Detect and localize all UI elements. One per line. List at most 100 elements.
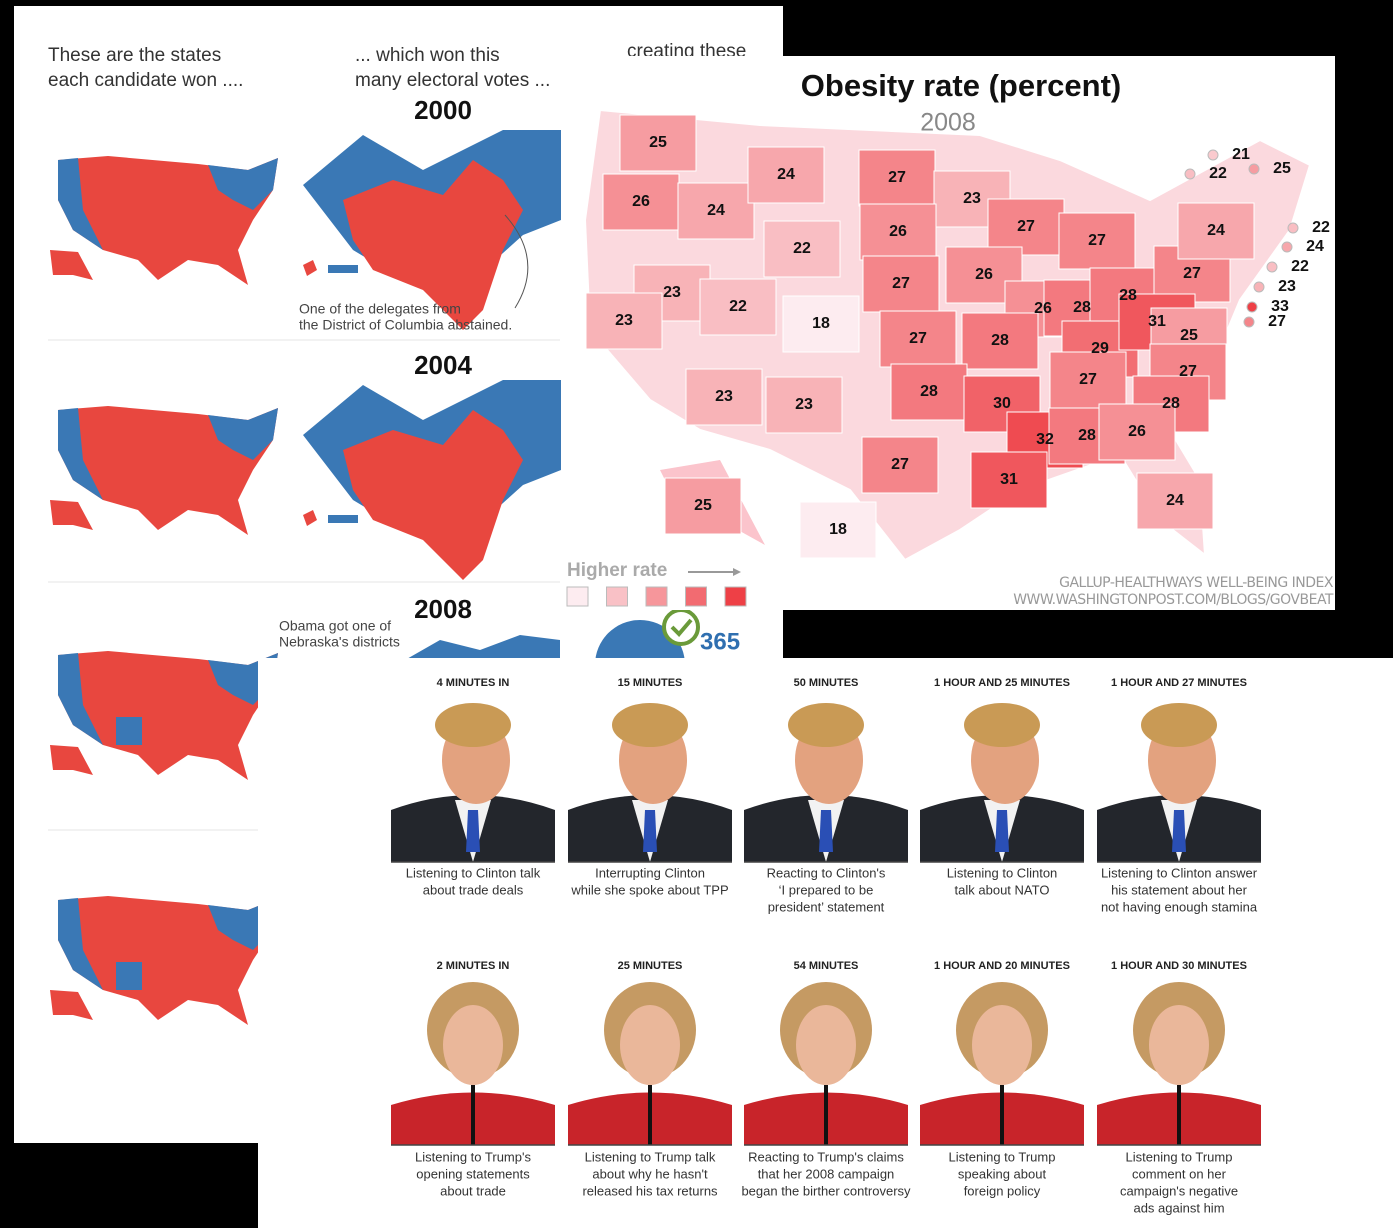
caption: Listening to Clinton talk bbox=[406, 865, 541, 880]
hair bbox=[612, 703, 688, 747]
state-value: 24 bbox=[777, 166, 795, 183]
face bbox=[620, 1005, 680, 1085]
caption: while she spoke about TPP bbox=[570, 882, 728, 897]
state-value: 22 bbox=[729, 298, 747, 315]
state-value: 28 bbox=[1162, 395, 1180, 412]
southwest bbox=[116, 962, 142, 990]
state-dot bbox=[1254, 282, 1264, 292]
check-badge bbox=[664, 610, 698, 644]
obama-votes: 365 bbox=[700, 628, 740, 655]
year-heading: 2004 bbox=[414, 350, 472, 380]
state-value: 23 bbox=[715, 388, 733, 405]
column-header: ... which won this bbox=[355, 45, 500, 66]
caption: Listening to Trump talk bbox=[585, 1149, 716, 1164]
time-label: 1 HOUR AND 25 MINUTES bbox=[934, 677, 1070, 689]
caption: that her 2008 campaign bbox=[758, 1166, 895, 1181]
state-value: 21 bbox=[1232, 146, 1250, 163]
state-value: 25 bbox=[649, 134, 667, 151]
caption: Reacting to Clinton's bbox=[767, 865, 886, 880]
state-value: 23 bbox=[663, 284, 681, 301]
column-header: These are the states bbox=[48, 45, 221, 66]
state-value: 22 bbox=[793, 240, 811, 257]
state-value: 25 bbox=[694, 497, 712, 514]
time-label: 54 MINUTES bbox=[794, 960, 859, 972]
caption: began the birther controversy bbox=[741, 1183, 911, 1198]
tie bbox=[643, 810, 657, 852]
state-dot bbox=[1244, 317, 1254, 327]
caption: ads against him bbox=[1133, 1200, 1224, 1215]
state-value: 27 bbox=[892, 275, 910, 292]
state-value: 29 bbox=[1091, 340, 1109, 357]
legend-label: Higher rate bbox=[567, 560, 667, 581]
time-label: 50 MINUTES bbox=[794, 677, 859, 689]
caption: Listening to Clinton bbox=[947, 865, 1058, 880]
state-dot bbox=[1267, 262, 1277, 272]
state-value: 24 bbox=[1207, 222, 1225, 239]
state-value: 27 bbox=[888, 169, 906, 186]
caption: campaign's negative bbox=[1120, 1183, 1238, 1198]
caption: president’ statement bbox=[768, 899, 885, 914]
state-dot bbox=[1247, 302, 1257, 312]
source-note: WWW.WASHINGTONPOST.COM/BLOGS/GOVBEAT bbox=[1013, 592, 1334, 608]
state-value: 27 bbox=[909, 330, 927, 347]
state-value: 27 bbox=[1079, 371, 1097, 388]
state-value: 27 bbox=[1017, 218, 1035, 235]
year-heading: 2000 bbox=[414, 95, 472, 125]
tie bbox=[995, 810, 1009, 852]
state-value: 24 bbox=[707, 202, 725, 219]
caption: opening statements bbox=[416, 1166, 530, 1181]
state-dot bbox=[1249, 164, 1259, 174]
cartogram-ak bbox=[328, 265, 358, 273]
state-value: 31 bbox=[1000, 471, 1018, 488]
tie bbox=[1172, 810, 1186, 852]
state-value: 24 bbox=[1166, 492, 1184, 509]
caption: Listening to Trump bbox=[949, 1149, 1056, 1164]
face bbox=[443, 1005, 503, 1085]
state-value: 22 bbox=[1312, 219, 1330, 236]
state-value: 28 bbox=[991, 332, 1009, 349]
legend-swatch bbox=[646, 587, 667, 606]
state-value: 23 bbox=[1278, 278, 1296, 295]
caption: Reacting to Trump's claims bbox=[748, 1149, 904, 1164]
column-header: many electoral votes ... bbox=[355, 70, 550, 91]
state-value: 26 bbox=[975, 266, 993, 283]
year-heading: 2008 bbox=[414, 594, 472, 624]
time-label: 25 MINUTES bbox=[618, 960, 683, 972]
tie bbox=[819, 810, 833, 852]
caption: speaking about bbox=[958, 1166, 1047, 1181]
obesity-panel: Obesity rate (percent)200825262424272327… bbox=[567, 56, 1335, 610]
legend-swatch bbox=[725, 587, 746, 606]
debate-panel: 4 MINUTES IN Listening to Clinton talk abo… bbox=[258, 658, 1393, 1228]
hair bbox=[788, 703, 864, 747]
state-dot bbox=[1185, 169, 1195, 179]
time-label: 4 MINUTES IN bbox=[437, 677, 510, 689]
state-value: 23 bbox=[615, 312, 633, 329]
state-value: 27 bbox=[1183, 265, 1201, 282]
time-label: 2 MINUTES IN bbox=[437, 960, 510, 972]
caption: released his tax returns bbox=[582, 1183, 718, 1198]
state-dot bbox=[1208, 150, 1218, 160]
state-value: 22 bbox=[1291, 258, 1309, 275]
caption: not having enough stamina bbox=[1101, 899, 1258, 914]
caption: Interrupting Clinton bbox=[595, 865, 705, 880]
map-title: Obesity rate (percent) bbox=[801, 68, 1121, 103]
caption: talk about NATO bbox=[955, 882, 1050, 897]
cartogram-ak bbox=[328, 515, 358, 523]
annotation: Nebraska's districts bbox=[279, 634, 400, 650]
legend-swatch bbox=[686, 587, 707, 606]
state-value: 27 bbox=[891, 456, 909, 473]
state-value: 25 bbox=[1273, 160, 1291, 177]
state-value: 23 bbox=[963, 190, 981, 207]
state-value: 26 bbox=[1034, 300, 1052, 317]
caption: about trade bbox=[440, 1183, 506, 1198]
caption: comment on her bbox=[1132, 1166, 1227, 1181]
time-label: 1 HOUR AND 20 MINUTES bbox=[934, 960, 1070, 972]
state-value: 28 bbox=[1078, 427, 1096, 444]
caption: Listening to Clinton answer bbox=[1101, 865, 1258, 880]
state-value: 23 bbox=[795, 396, 813, 413]
state-dot bbox=[1288, 223, 1298, 233]
caption: Listening to Trump bbox=[1126, 1149, 1233, 1164]
caption: Listening to Trump's bbox=[415, 1149, 531, 1164]
hair bbox=[964, 703, 1040, 747]
state-value: 27 bbox=[1088, 232, 1106, 249]
